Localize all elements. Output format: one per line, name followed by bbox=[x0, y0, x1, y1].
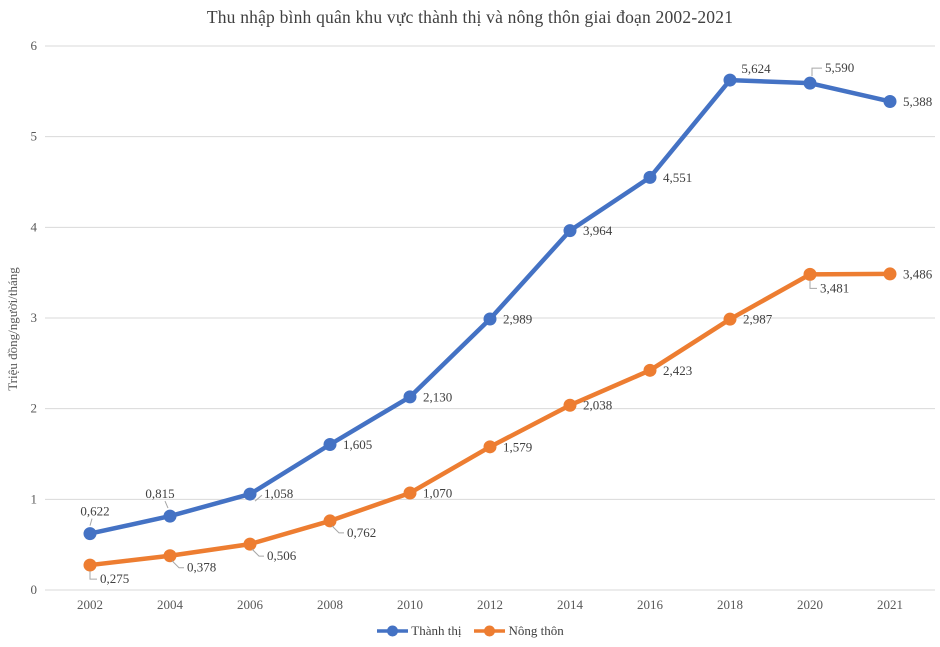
data-point-marker bbox=[163, 509, 177, 523]
legend-marker-nong-thon bbox=[474, 625, 506, 637]
legend-label-thanh-thi: Thành thị bbox=[411, 623, 462, 638]
data-point-marker bbox=[883, 267, 897, 281]
data-label: 4,551 bbox=[663, 170, 692, 185]
data-label: 0,378 bbox=[187, 560, 216, 575]
y-tick-label: 3 bbox=[31, 310, 38, 325]
data-label: 3,481 bbox=[820, 280, 849, 295]
data-point-marker bbox=[163, 549, 177, 563]
y-tick-label: 2 bbox=[31, 401, 38, 416]
y-tick-label: 4 bbox=[31, 219, 38, 234]
data-label: 2,987 bbox=[743, 312, 773, 327]
y-axis-title: Triệu đồng/người/tháng bbox=[5, 267, 20, 391]
data-label: 0,622 bbox=[80, 504, 109, 519]
legend-item-thanh-thi: Thành thị bbox=[376, 623, 461, 639]
data-point-marker bbox=[803, 267, 817, 281]
series-line-0 bbox=[87, 77, 893, 536]
label-leader-line bbox=[811, 67, 822, 77]
y-tick-label: 6 bbox=[31, 38, 38, 53]
data-label: 3,486 bbox=[903, 266, 933, 281]
label-leader-line bbox=[331, 525, 344, 534]
legend-label-nong-thon: Nông thôn bbox=[508, 623, 564, 638]
data-point-marker bbox=[643, 363, 657, 377]
data-point-marker bbox=[563, 224, 577, 238]
data-point-marker bbox=[723, 73, 737, 87]
data-point-marker bbox=[563, 398, 577, 412]
data-label: 2,130 bbox=[423, 389, 452, 404]
data-label: 3,964 bbox=[583, 223, 613, 238]
data-label: 1,605 bbox=[343, 437, 372, 452]
x-tick-label: 2002 bbox=[77, 597, 103, 612]
data-label: 1,070 bbox=[423, 485, 452, 500]
y-tick-label: 0 bbox=[31, 582, 38, 597]
data-point-marker bbox=[403, 390, 417, 404]
data-point-marker bbox=[83, 558, 97, 572]
data-label: 0,506 bbox=[267, 548, 297, 563]
x-tick-label: 2014 bbox=[557, 597, 584, 612]
data-point-marker bbox=[723, 312, 737, 326]
x-tick-label: 2012 bbox=[477, 597, 503, 612]
data-point-marker bbox=[883, 94, 897, 108]
label-leader-line bbox=[254, 494, 263, 502]
data-label: 2,423 bbox=[663, 363, 692, 378]
x-tick-label: 2008 bbox=[317, 597, 343, 612]
label-leader-line bbox=[809, 280, 817, 289]
data-label: 0,815 bbox=[145, 486, 174, 501]
legend-item-nong-thon: Nông thôn bbox=[473, 623, 564, 639]
y-tick-label: 5 bbox=[31, 129, 38, 144]
label-leader-line bbox=[171, 560, 184, 569]
data-label: 0,275 bbox=[100, 571, 129, 586]
data-label: 5,590 bbox=[825, 60, 854, 75]
data-point-marker bbox=[243, 537, 257, 551]
data-label: 5,624 bbox=[741, 61, 771, 76]
data-point-marker bbox=[803, 76, 817, 90]
data-point-marker bbox=[323, 437, 337, 451]
data-label: 2,038 bbox=[583, 398, 612, 413]
data-label: 5,388 bbox=[903, 94, 932, 109]
data-point-marker bbox=[83, 527, 97, 541]
data-point-marker bbox=[643, 170, 657, 184]
data-point-marker bbox=[483, 440, 497, 454]
x-tick-label: 2004 bbox=[157, 597, 184, 612]
label-leader-line bbox=[164, 500, 169, 509]
x-tick-label: 2010 bbox=[397, 597, 423, 612]
x-tick-label: 2021 bbox=[877, 597, 903, 612]
data-label: 1,058 bbox=[264, 486, 293, 501]
x-tick-label: 2020 bbox=[797, 597, 823, 612]
data-point-marker bbox=[483, 312, 497, 326]
label-leader-line bbox=[251, 548, 264, 557]
data-label: 1,579 bbox=[503, 439, 532, 454]
data-label: 2,989 bbox=[503, 311, 532, 326]
x-tick-label: 2006 bbox=[237, 597, 264, 612]
x-tick-label: 2016 bbox=[637, 597, 664, 612]
data-point-marker bbox=[243, 487, 257, 501]
x-tick-label: 2018 bbox=[717, 597, 743, 612]
data-label: 0,762 bbox=[347, 525, 376, 540]
legend: Thành thị Nông thôn bbox=[0, 620, 940, 642]
legend-marker-thanh-thi bbox=[377, 625, 409, 637]
label-leader-line bbox=[89, 518, 93, 526]
y-tick-label: 1 bbox=[31, 491, 38, 506]
data-point-marker bbox=[323, 514, 337, 528]
chart-title: Thu nhập bình quân khu vực thành thị và … bbox=[206, 7, 734, 27]
label-leader-line bbox=[89, 571, 97, 580]
data-point-marker bbox=[403, 486, 417, 500]
